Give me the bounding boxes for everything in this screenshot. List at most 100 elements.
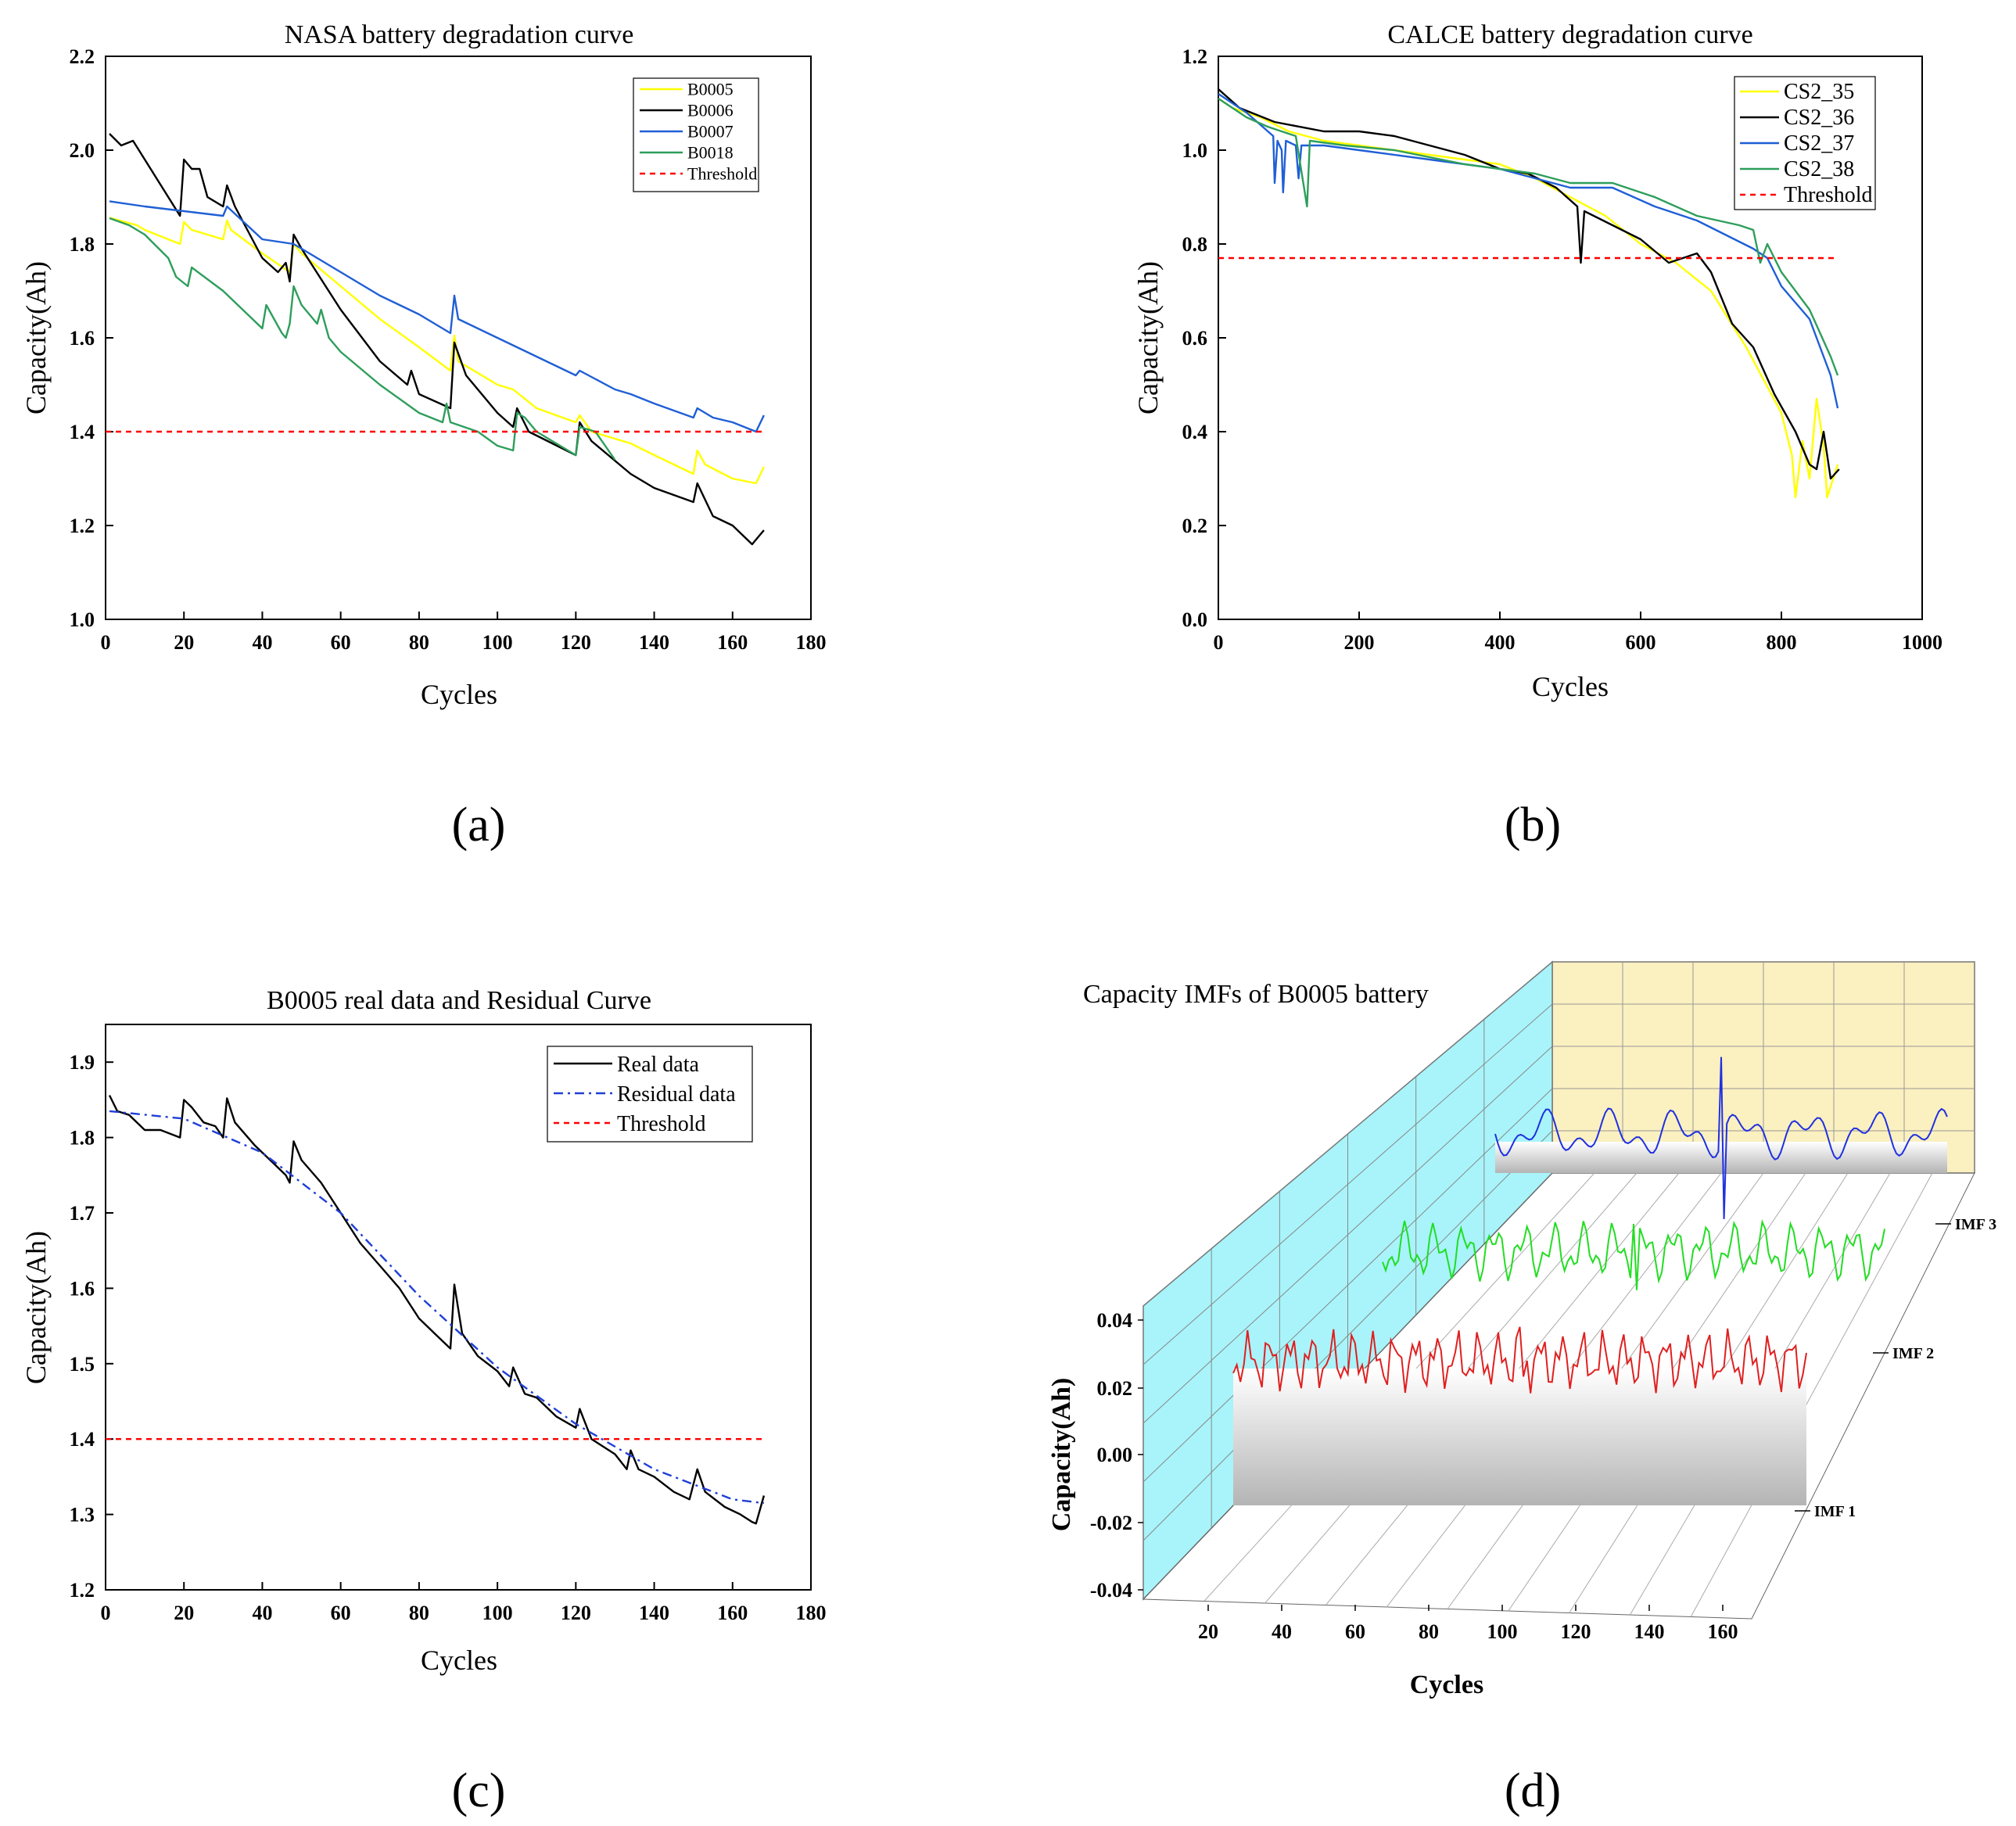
a-y-tick-label: 1.0 [70, 608, 95, 631]
c-y-tick-label: 1.7 [70, 1202, 95, 1225]
b-legend-label: CS2_37 [1784, 131, 1854, 156]
b-x-tick-label: 400 [1485, 631, 1516, 654]
c-legend-label: Threshold [617, 1112, 706, 1136]
chart-c-ylabel: Capacity(Ah) [20, 1231, 52, 1384]
chart-d-x-tick-label: 80 [1419, 1620, 1439, 1643]
chart-c: B0005 real data and Residual Curve 0 20 40… [20, 986, 827, 1817]
a-legend-label: B0018 [687, 143, 734, 163]
chart-d-side-grid-line [1143, 1046, 1553, 1424]
b-series-cs2-37 [1218, 93, 1839, 409]
chart-d-series-imf-2 [1382, 1219, 1885, 1290]
a-x-tick-label: 140 [639, 631, 669, 654]
a-series-b0007 [109, 200, 765, 433]
panel-label-c: (c) [452, 1764, 506, 1817]
chart-c-xlabel: Cycles [421, 1645, 497, 1676]
c-x-tick-label: 120 [561, 1602, 591, 1624]
b-x-tick-label: 0 [1214, 631, 1224, 654]
chart-d-side-grid [1143, 1003, 1553, 1541]
a-y-tick-label: 1.8 [70, 233, 95, 256]
a-series-b0006 [109, 133, 765, 546]
c-x-tick-label: 160 [717, 1602, 748, 1624]
a-series-b0005 [109, 217, 765, 485]
a-y-tick-label: 1.2 [70, 515, 95, 537]
b-x-tick-label: 600 [1626, 631, 1656, 654]
chart-a-xlabel: Cycles [421, 679, 497, 710]
chart-b-xlabel: Cycles [1532, 671, 1609, 702]
chart-b: CALCE battery degradation curve 0 200 400 6… [1132, 20, 1942, 852]
chart-b-title: CALCE battery degradation curve [1387, 20, 1752, 49]
c-series-residual-data [109, 1110, 765, 1505]
a-legend-label: B0007 [687, 122, 734, 142]
chart-d-floor-outline [1142, 1172, 1975, 1620]
c-y-tick-label: 1.3 [70, 1504, 95, 1526]
b-legend-label: Threshold [1784, 183, 1873, 207]
c-legend-label: Residual data [617, 1082, 736, 1107]
a-x-tick-label: 20 [174, 631, 194, 654]
chart-d-side-grid-line [1143, 1003, 1553, 1365]
a-x-tick-label: 0 [101, 631, 111, 654]
a-x-tick-label: 120 [561, 631, 591, 654]
c-x-tick-label: 20 [174, 1602, 194, 1624]
c-series-real-data [108, 1095, 766, 1525]
a-x-tick-label: 60 [331, 631, 351, 654]
b-y-tick-label: 0.6 [1182, 327, 1208, 350]
chart-d-back-grid [1552, 962, 1975, 1173]
a-x-tick-label: 100 [482, 631, 513, 654]
chart-d-ticks: 20 40 60 80 100 120 140 160 0.04 0.02 0.00 -0.02 -0.… [1090, 1309, 1738, 1643]
b-x-tick-label: 800 [1767, 631, 1797, 654]
chart-d-ribbon-label: IMF 3 [1955, 1216, 1996, 1233]
chart-d-y-tick-label: 0.02 [1097, 1377, 1133, 1400]
c-x-tick-label: 80 [409, 1602, 429, 1624]
a-legend-label: B0005 [687, 80, 734, 99]
b-series-cs2-38 [1218, 98, 1839, 376]
c-x-tick-label: 140 [639, 1602, 669, 1624]
chart-d-ribbon-fill [1233, 1369, 1806, 1505]
chart-d-x-tick-label: 160 [1708, 1620, 1738, 1643]
b-legend-label: CS2_35 [1784, 80, 1854, 104]
a-legend-label: Threshold [687, 164, 757, 184]
a-y-tick-label: 2.0 [70, 139, 95, 162]
b-y-tick-label: 0.4 [1182, 421, 1208, 443]
panel-label-a: (a) [452, 798, 506, 852]
c-y-tick-label: 1.5 [70, 1353, 95, 1376]
chart-d-ribbon-label: IMF 2 [1892, 1345, 1934, 1362]
b-legend-label: CS2_38 [1784, 157, 1854, 181]
panel-label-d: (d) [1505, 1764, 1561, 1817]
chart-d-series-imf-3 [1494, 1056, 1948, 1219]
chart-d-x-tick-label: 140 [1634, 1620, 1665, 1643]
chart-b-ylabel: Capacity(Ah) [1132, 261, 1164, 414]
chart-c-legend: Real data Residual data Threshold [547, 1046, 753, 1143]
chart-c-ticks: 0 20 40 60 80 100 120 140 160 180 1.2 1.3 1.4 1.5 1.6 1… [70, 1051, 827, 1624]
b-x-tick-label: 1000 [1902, 631, 1942, 654]
b-y-tick-label: 0.2 [1182, 515, 1208, 537]
chart-c-plot-frame [105, 1024, 812, 1591]
c-y-tick-label: 1.9 [70, 1051, 95, 1074]
chart-d-floor-grid-line [1690, 1172, 1933, 1617]
a-x-tick-label: 180 [796, 631, 827, 654]
a-legend-label: B0006 [687, 101, 734, 120]
chart-b-series [1218, 88, 1840, 499]
chart-a-ticks: 0 20 40 60 80 100 120 140 160 180 1.0 1.2 1.4 1.6 1.8 2… [70, 45, 827, 654]
c-legend-label: Real data [617, 1053, 700, 1077]
panel-label-b: (b) [1505, 798, 1561, 852]
chart-d-x-tick-label: 40 [1272, 1620, 1292, 1643]
chart-a: NASA battery degradation curve 0 20 40 60 80… [20, 20, 827, 852]
c-y-tick-label: 1.8 [70, 1127, 95, 1150]
chart-d-x-tick-label: 120 [1561, 1620, 1591, 1643]
chart-d-series-imf-1 [1232, 1326, 1807, 1394]
chart-d-y-tick-label: -0.02 [1090, 1512, 1132, 1534]
chart-a-series [106, 133, 765, 546]
a-y-tick-label: 2.2 [70, 45, 95, 68]
b-y-tick-label: 1.2 [1182, 45, 1208, 68]
a-x-tick-label: 80 [409, 631, 429, 654]
c-y-tick-label: 1.4 [70, 1428, 95, 1451]
a-x-tick-label: 40 [252, 631, 272, 654]
c-x-tick-label: 180 [796, 1602, 827, 1624]
b-y-tick-label: 1.0 [1182, 139, 1208, 162]
chart-d-side-grid-line [1143, 1130, 1553, 1541]
chart-d-y-tick-label: -0.04 [1090, 1579, 1132, 1602]
a-y-tick-label: 1.6 [70, 327, 95, 350]
